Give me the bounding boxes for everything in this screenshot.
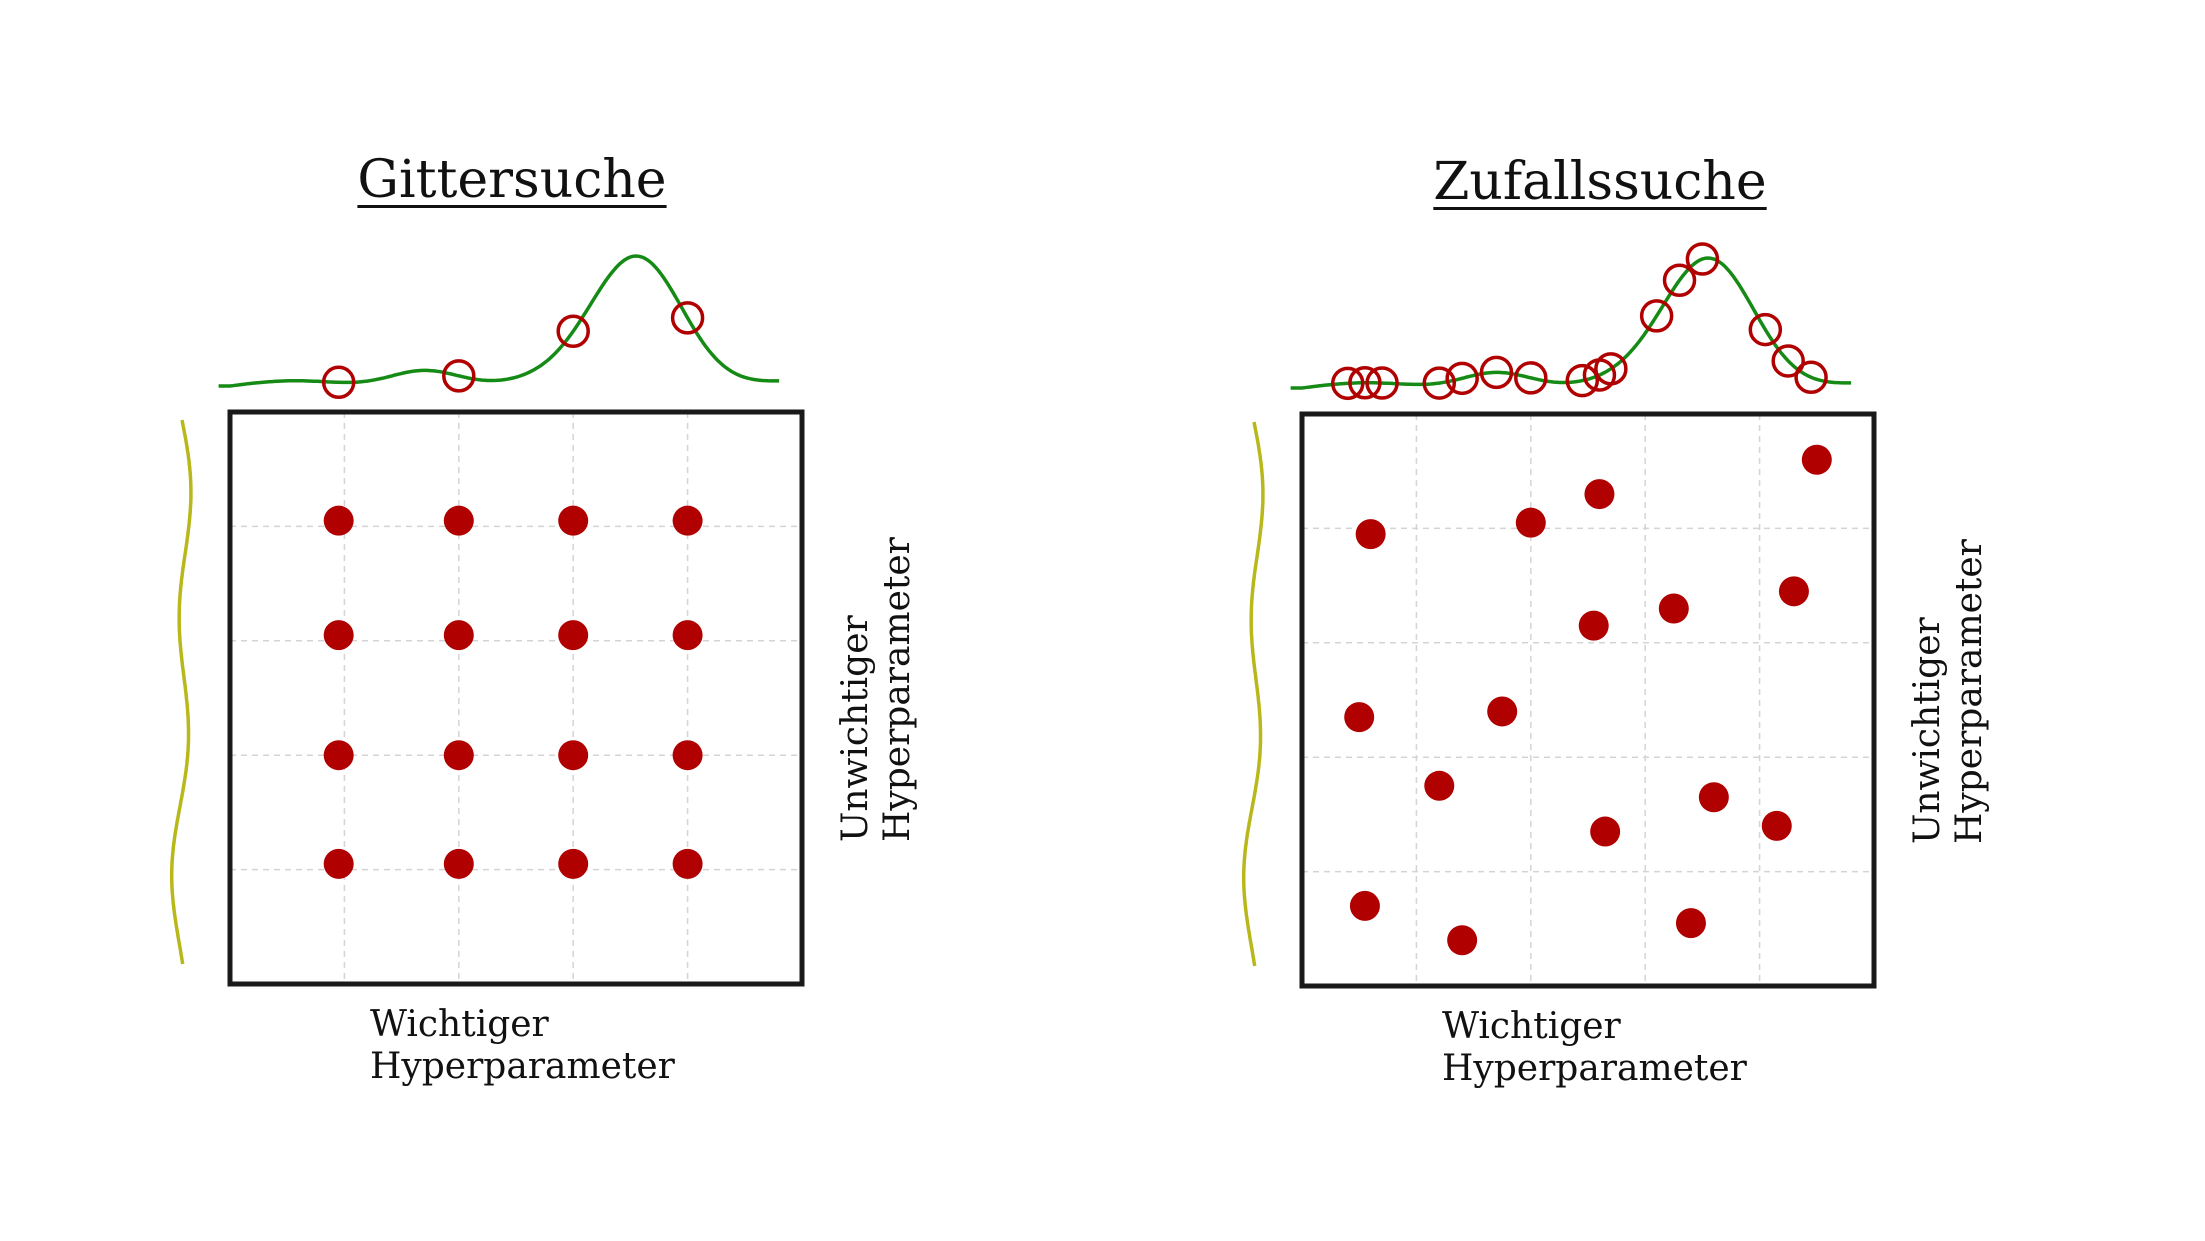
sample-point bbox=[672, 505, 703, 536]
curve-sample-ring bbox=[1348, 366, 1382, 400]
x-axis-label-line-2: Hyperparameter bbox=[370, 1046, 675, 1087]
grid-search-y-axis-label: Unwichtiger Hyperparameter bbox=[835, 537, 919, 842]
y-axis-label-line-1: Unwichtiger bbox=[835, 615, 876, 842]
curve-sample-ring bbox=[1422, 366, 1457, 400]
sample-point bbox=[1487, 696, 1518, 727]
x-axis-label-line-1: Wichtiger bbox=[370, 1004, 549, 1045]
random-search-title: Zufallssuche bbox=[1433, 152, 1767, 212]
sample-point bbox=[323, 740, 354, 771]
curve-sample-ring bbox=[321, 365, 356, 400]
unimportant-parameter-response-curve bbox=[169, 419, 193, 965]
curve-sample-ring bbox=[1794, 360, 1828, 395]
sample-point bbox=[672, 620, 703, 651]
random-search-x-axis-label: Wichtiger Hyperparameter bbox=[1442, 1006, 1747, 1090]
important-parameter-response-curve bbox=[218, 254, 780, 388]
random-search-panel bbox=[1241, 242, 1877, 989]
unimportant-parameter-response-curve bbox=[1241, 421, 1265, 967]
curve-samples bbox=[321, 301, 705, 400]
curve-sample-ring bbox=[670, 301, 705, 335]
curve-sample-ring bbox=[1514, 361, 1548, 395]
sample-point bbox=[1590, 816, 1621, 847]
sample-point bbox=[1515, 507, 1546, 538]
sample-point bbox=[443, 620, 474, 651]
y-axis-label-line-2: Hyperparameter bbox=[1949, 539, 1990, 844]
curve-sample-ring bbox=[1565, 363, 1600, 398]
random-search-y-axis-label: Unwichtiger Hyperparameter bbox=[1907, 539, 1991, 844]
curve-sample-ring bbox=[1639, 299, 1674, 333]
curve-sample-ring bbox=[1662, 263, 1697, 297]
sample-point bbox=[672, 848, 703, 879]
sample-point bbox=[1447, 925, 1478, 956]
x-axis-label-line-1: Wichtiger bbox=[1442, 1006, 1621, 1047]
sample-point bbox=[443, 740, 474, 771]
curve-sample-ring bbox=[1445, 361, 1479, 396]
sample-point bbox=[1349, 890, 1380, 921]
sample-point bbox=[558, 620, 589, 651]
sample-point bbox=[1658, 593, 1689, 624]
curve-sample-ring bbox=[1479, 355, 1514, 390]
sample-point bbox=[1578, 610, 1609, 641]
sample-point bbox=[1344, 702, 1375, 733]
sample-point bbox=[443, 505, 474, 536]
grid-lines bbox=[230, 412, 802, 984]
curve-sample-ring bbox=[1331, 366, 1365, 401]
sample-point bbox=[443, 848, 474, 879]
curve-sample-ring bbox=[556, 314, 590, 349]
sample-point bbox=[558, 848, 589, 879]
sample-point bbox=[672, 740, 703, 771]
sample-point bbox=[1801, 444, 1832, 475]
curve-samples bbox=[1331, 242, 1828, 401]
grid-search-panel bbox=[169, 254, 805, 987]
grid-lines bbox=[1302, 414, 1874, 986]
curve-sample-ring bbox=[1748, 312, 1783, 347]
sample-point bbox=[1675, 908, 1706, 939]
sample-point bbox=[323, 620, 354, 651]
curve-sample-ring bbox=[1685, 242, 1720, 276]
sample-point bbox=[323, 505, 354, 536]
grid-search-title: Gittersuche bbox=[357, 150, 667, 210]
sample-point bbox=[1698, 782, 1729, 813]
y-axis-label-line-1: Unwichtiger bbox=[1907, 617, 1948, 844]
curve-sample-ring bbox=[442, 359, 476, 393]
sample-point bbox=[558, 505, 589, 536]
curve-sample-ring bbox=[1594, 352, 1628, 386]
sample-point bbox=[1584, 479, 1615, 510]
sample-point bbox=[1424, 770, 1455, 801]
sample-points bbox=[1344, 444, 1832, 956]
curve-sample-ring bbox=[1771, 344, 1805, 378]
x-axis-label-line-2: Hyperparameter bbox=[1442, 1048, 1747, 1089]
sample-point bbox=[1761, 810, 1792, 841]
y-axis-label-line-2: Hyperparameter bbox=[877, 537, 918, 842]
search-space-frame bbox=[1299, 411, 1877, 989]
sample-point bbox=[1355, 519, 1386, 550]
sample-point bbox=[1778, 576, 1809, 607]
curve-sample-ring bbox=[1365, 366, 1399, 400]
sample-points bbox=[323, 505, 703, 879]
grid-search-x-axis-label: Wichtiger Hyperparameter bbox=[370, 1004, 675, 1088]
search-space-frame bbox=[227, 409, 805, 987]
sample-point bbox=[323, 848, 354, 879]
sample-point bbox=[558, 740, 589, 771]
